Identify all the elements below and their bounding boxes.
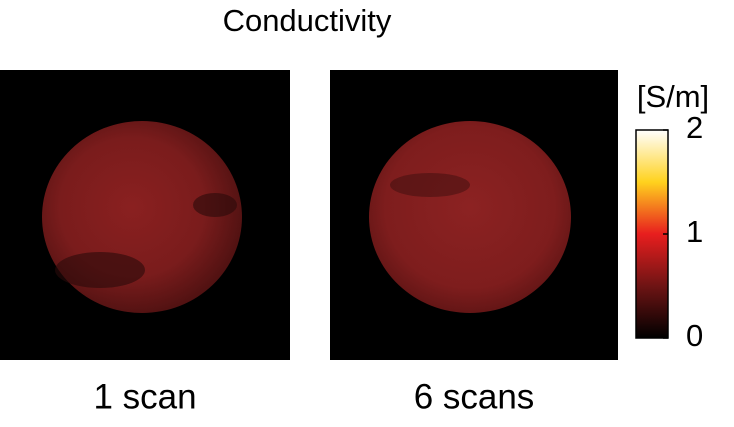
chart-title: Conductivity: [223, 3, 392, 38]
colorbar: [635, 129, 669, 339]
colorbar-label: [S/m]: [637, 79, 709, 114]
panel-label: 6 scans: [414, 377, 535, 416]
shade: [390, 173, 470, 197]
conductivity-map: [369, 121, 571, 313]
colorbar-tick-label: 1: [686, 214, 703, 249]
shade: [193, 193, 237, 217]
colorbar-tick-label: 0: [686, 318, 703, 353]
conductivity-map: [42, 121, 242, 313]
shade: [55, 252, 145, 288]
panel-label: 1 scan: [93, 377, 196, 416]
colorbar-tick-label: 2: [686, 110, 703, 145]
